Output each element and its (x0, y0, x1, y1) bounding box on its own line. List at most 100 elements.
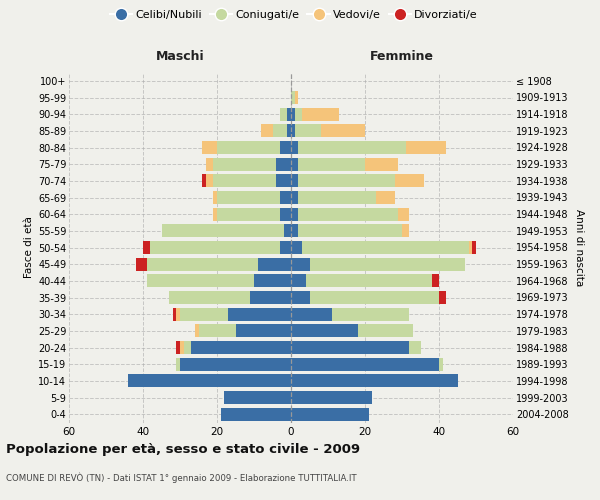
Bar (291, 374, 458, 388)
Text: Femmine: Femmine (370, 50, 434, 62)
Bar (469, 241, 472, 254)
Bar (214, 191, 217, 204)
Bar (180, 341, 184, 354)
Bar (302, 241, 469, 254)
Y-axis label: Anni di nascita: Anni di nascita (574, 209, 584, 286)
Bar (180, 308, 228, 320)
Bar (173, 308, 176, 320)
Bar (262, 124, 272, 138)
Bar (291, 341, 409, 354)
Bar (295, 91, 298, 104)
Bar (191, 341, 291, 354)
Bar (472, 241, 476, 254)
Bar (298, 224, 402, 237)
Bar (176, 341, 180, 354)
Bar (291, 258, 310, 270)
Bar (184, 341, 191, 354)
Bar (291, 108, 295, 120)
Bar (221, 408, 291, 420)
Bar (320, 124, 365, 138)
Bar (291, 408, 368, 420)
Bar (291, 274, 306, 287)
Bar (439, 291, 446, 304)
Bar (276, 174, 291, 188)
Bar (224, 391, 291, 404)
Bar (298, 141, 406, 154)
Bar (228, 308, 291, 320)
Bar (250, 291, 291, 304)
Y-axis label: Fasce di età: Fasce di età (23, 216, 34, 278)
Bar (214, 208, 217, 220)
Bar (276, 158, 291, 170)
Bar (332, 308, 409, 320)
Bar (291, 324, 358, 338)
Bar (439, 358, 443, 370)
Bar (291, 174, 298, 188)
Bar (402, 224, 409, 237)
Bar (291, 91, 295, 104)
Bar (298, 208, 398, 220)
Bar (217, 208, 280, 220)
Bar (180, 358, 291, 370)
Bar (431, 274, 439, 287)
Bar (161, 224, 284, 237)
Bar (398, 208, 409, 220)
Bar (298, 191, 376, 204)
Bar (217, 141, 280, 154)
Bar (310, 291, 439, 304)
Bar (291, 241, 302, 254)
Bar (202, 141, 217, 154)
Bar (291, 191, 298, 204)
Bar (146, 274, 254, 287)
Bar (291, 291, 310, 304)
Bar (298, 174, 395, 188)
Bar (358, 324, 413, 338)
Bar (280, 241, 291, 254)
Bar (291, 141, 298, 154)
Bar (306, 274, 431, 287)
Bar (284, 224, 291, 237)
Text: COMUNE DI REVÒ (TN) - Dati ISTAT 1° gennaio 2009 - Elaborazione TUTTITALIA.IT: COMUNE DI REVÒ (TN) - Dati ISTAT 1° genn… (6, 472, 356, 483)
Bar (291, 158, 298, 170)
Bar (291, 358, 439, 370)
Bar (169, 291, 250, 304)
Bar (258, 258, 291, 270)
Bar (310, 258, 465, 270)
Bar (195, 324, 199, 338)
Bar (291, 208, 298, 220)
Bar (254, 274, 291, 287)
Bar (128, 374, 291, 388)
Bar (143, 241, 151, 254)
Bar (302, 108, 339, 120)
Bar (295, 124, 320, 138)
Bar (409, 341, 421, 354)
Bar (136, 258, 147, 270)
Bar (272, 124, 287, 138)
Bar (291, 124, 295, 138)
Bar (291, 308, 332, 320)
Bar (295, 108, 302, 120)
Bar (280, 191, 291, 204)
Bar (214, 174, 276, 188)
Legend: Celibi/Nubili, Coniugati/e, Vedovi/e, Divorziati/e: Celibi/Nubili, Coniugati/e, Vedovi/e, Di… (108, 8, 480, 22)
Bar (214, 158, 276, 170)
Bar (235, 324, 291, 338)
Text: Maschi: Maschi (155, 50, 205, 62)
Bar (287, 124, 291, 138)
Bar (291, 391, 373, 404)
Bar (280, 208, 291, 220)
Bar (298, 158, 365, 170)
Text: Popolazione per età, sesso e stato civile - 2009: Popolazione per età, sesso e stato civil… (6, 442, 360, 456)
Bar (202, 174, 206, 188)
Bar (176, 308, 180, 320)
Bar (206, 158, 214, 170)
Bar (365, 158, 398, 170)
Bar (395, 174, 424, 188)
Bar (291, 224, 298, 237)
Bar (206, 174, 214, 188)
Bar (376, 191, 395, 204)
Bar (280, 108, 287, 120)
Bar (406, 141, 446, 154)
Bar (199, 324, 235, 338)
Bar (287, 108, 291, 120)
